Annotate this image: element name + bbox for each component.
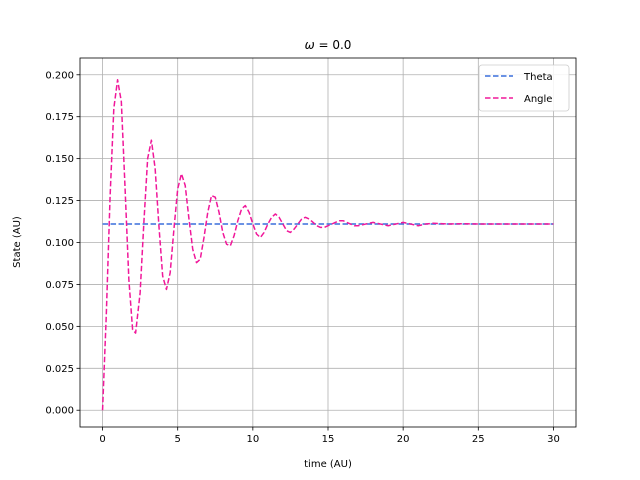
y-tick-label: 0.100 xyxy=(45,238,74,249)
legend-label-angle: Angle xyxy=(524,94,552,105)
x-ticks: 0 5 10 15 20 25 30 xyxy=(99,427,560,445)
y-tick-label: 0.175 xyxy=(45,112,74,123)
y-tick-label: 0.050 xyxy=(45,322,74,333)
chart-title-rest: = 0.0 xyxy=(315,38,352,52)
y-tick-label: 0.000 xyxy=(45,406,74,417)
x-tick-label: 30 xyxy=(547,434,560,445)
legend-label-theta: Theta xyxy=(523,72,553,83)
x-tick-label: 0 xyxy=(99,434,105,445)
y-tick-label: 0.075 xyxy=(45,280,74,291)
y-ticks: 0.000 0.025 0.050 0.075 0.100 0.125 0.150 0.175… xyxy=(45,70,80,417)
series-line-angle xyxy=(101,79,554,411)
x-tick-label: 5 xyxy=(175,434,181,445)
x-tick-label: 25 xyxy=(472,434,485,445)
grid xyxy=(80,58,576,427)
series-lines xyxy=(101,79,554,411)
x-tick-label: 15 xyxy=(322,434,335,445)
y-tick-label: 0.025 xyxy=(45,364,74,375)
legend: Theta Angle xyxy=(478,64,570,112)
x-tick-label: 10 xyxy=(246,434,259,445)
chart-title-symbol: ω xyxy=(305,38,315,52)
x-axis-label: time (AU) xyxy=(304,459,352,470)
y-tick-label: 0.150 xyxy=(45,154,74,165)
y-axis-label: State (AU) xyxy=(12,216,23,268)
chart-title: ω = 0.0 xyxy=(305,38,352,52)
y-tick-label: 0.125 xyxy=(45,196,74,207)
y-tick-label: 0.200 xyxy=(45,70,74,81)
x-tick-label: 20 xyxy=(397,434,410,445)
